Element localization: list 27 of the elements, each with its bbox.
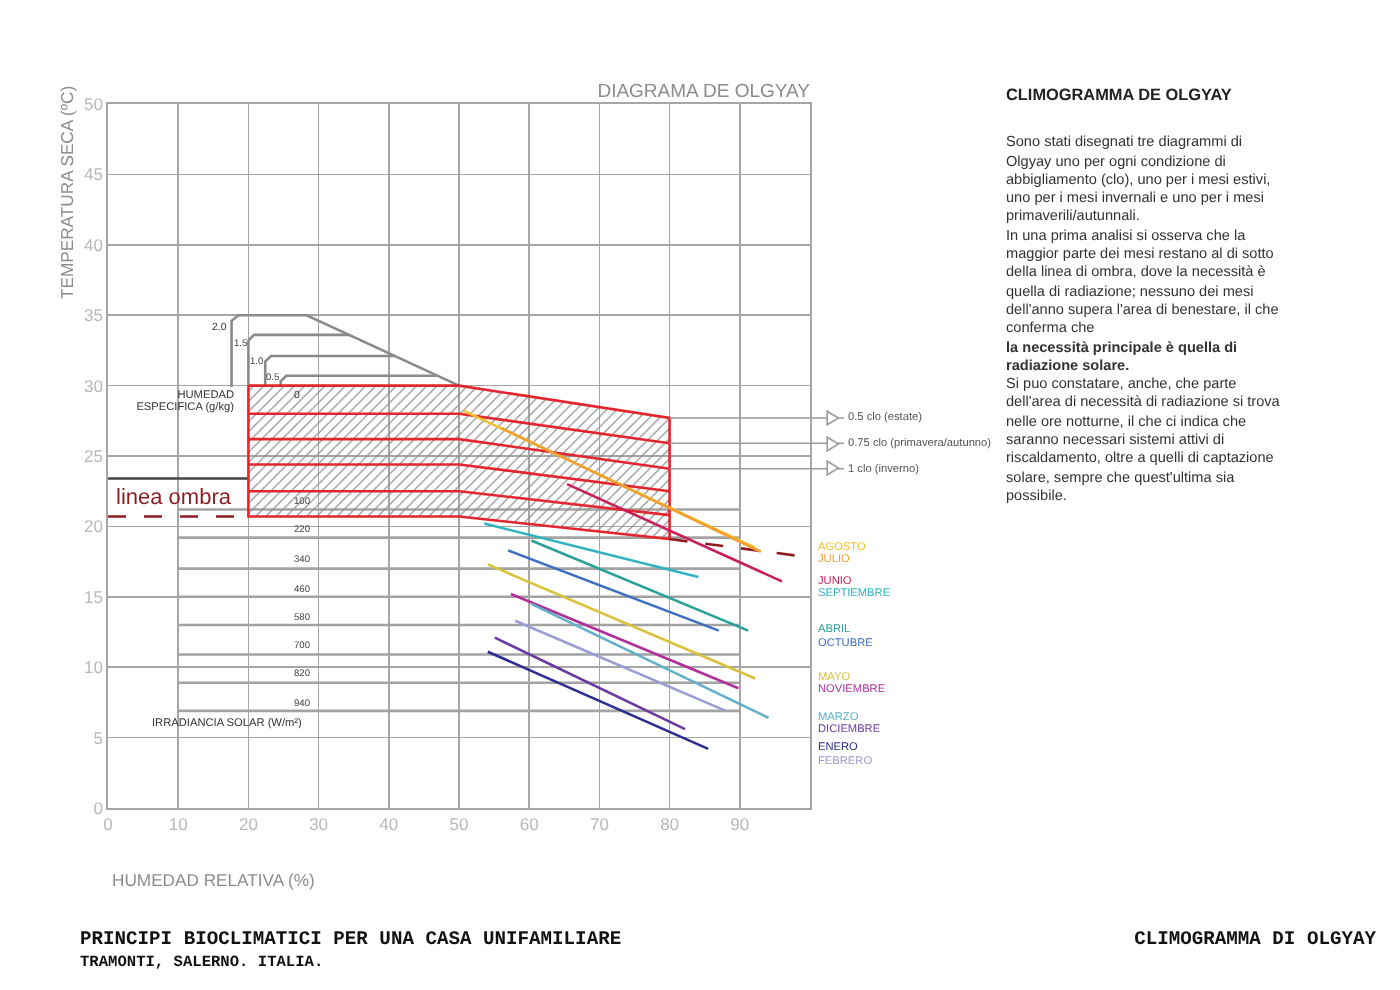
- y-axis-title: TEMPERATURA SECA (ºC): [57, 85, 77, 299]
- x-tick-label: 20: [238, 814, 259, 834]
- x-axis-title: HUMEDAD RELATIVA (%): [112, 870, 316, 890]
- x-tick-label: 90: [730, 814, 750, 834]
- y-tick-label: 15: [84, 586, 104, 607]
- y-tick-label: 30: [84, 375, 104, 396]
- y-tick-label: 5: [93, 727, 104, 748]
- chart-title: DIAGRAMA DE OLGYAY: [597, 80, 812, 103]
- x-tick-label: 50: [449, 814, 469, 834]
- y-tick-label: 10: [84, 657, 104, 678]
- y-tick-label: 0: [93, 797, 104, 818]
- x-tick-label: 40: [379, 814, 399, 834]
- text: CLIMOGRAMMA DE OLGYAY: [1006, 86, 1234, 105]
- y-tick-label: 45: [84, 164, 104, 185]
- y-tick-label: 25: [84, 445, 104, 466]
- text: PRINCIPI BIOCLIMATICI PER UNA CASA UNIFAMILIARE: [80, 928, 622, 950]
- x-tick-label: 10: [168, 814, 189, 834]
- x-tick-label: 70: [589, 814, 610, 834]
- series-label: linea ombra: [116, 486, 233, 510]
- y-tick-label: 40: [84, 234, 104, 255]
- x-tick-label: 30: [309, 814, 329, 834]
- y-tick-label: 20: [84, 516, 104, 537]
- x-tick-label: 80: [660, 814, 680, 834]
- x-tick-label: 60: [519, 814, 540, 834]
- text: CLIMOGRAMMA DI OLGYAY: [1134, 928, 1376, 950]
- y-tick-label: 50: [84, 93, 104, 114]
- y-tick-label: 35: [84, 305, 104, 326]
